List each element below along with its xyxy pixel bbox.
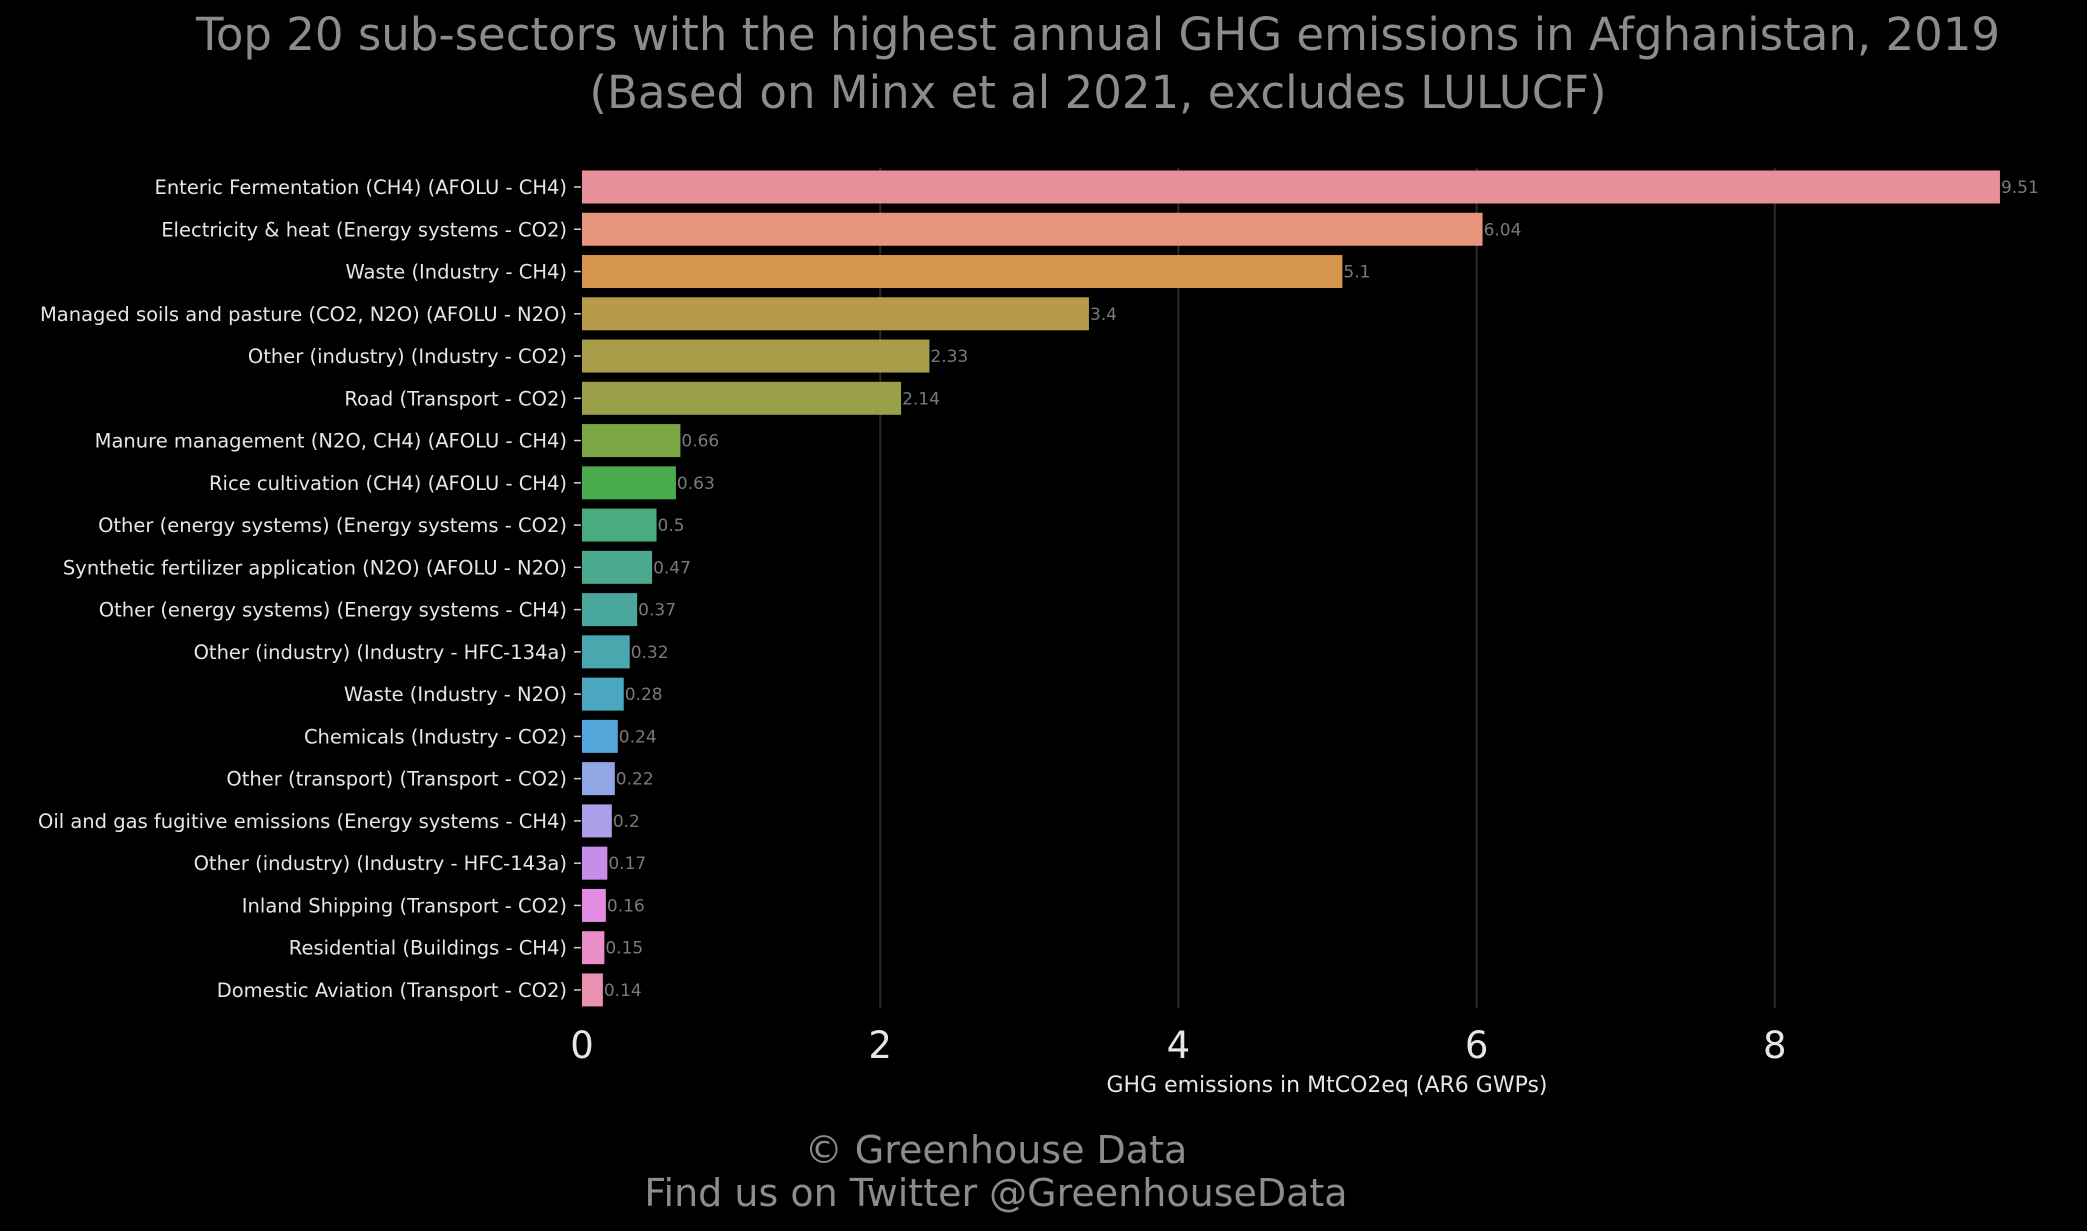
value-label-15: 0.22 (616, 770, 654, 790)
bar-5 (582, 339, 930, 373)
bar-4 (582, 297, 1089, 331)
bar-1 (582, 170, 2000, 204)
value-label-19: 0.15 (605, 939, 643, 959)
value-label-16: 0.2 (613, 812, 640, 832)
bar-16 (582, 804, 612, 838)
category-label-8: Rice cultivation (CH4) (AFOLU - CH4) (209, 472, 567, 495)
category-label-9: Other (energy systems) (Energy systems -… (98, 514, 567, 537)
x-tick-label-2: 2 (868, 1024, 892, 1067)
bar-13 (582, 677, 624, 711)
category-label-1: Enteric Fermentation (CH4) (AFOLU - CH4) (155, 176, 568, 199)
value-label-2: 6.04 (1484, 220, 1522, 240)
category-label-10: Synthetic fertilizer application (N2O) (… (63, 556, 567, 579)
category-label-19: Residential (Buildings - CH4) (289, 937, 567, 960)
gridlines (879, 168, 1776, 1008)
value-label-10: 0.47 (653, 558, 691, 578)
x-tick-label-0: 0 (570, 1024, 594, 1067)
value-labels: 9.51 6.04 5.1 3.4 2.33 2.14 0.66 0.63 0.5 0.47 0.3… (604, 178, 2039, 1001)
value-label-11: 0.37 (638, 601, 676, 621)
category-label-14: Chemicals (Industry - CO2) (304, 725, 567, 748)
x-tick-label-4: 4 (1167, 1024, 1191, 1067)
category-label-12: Other (industry) (Industry - HFC-134a) (194, 641, 567, 664)
bar-6 (582, 381, 902, 415)
value-label-13: 0.28 (625, 685, 663, 705)
category-label-5: Other (industry) (Industry - CO2) (248, 345, 567, 368)
bar-2 (582, 212, 1483, 246)
category-label-13: Waste (Industry - N2O) (344, 683, 567, 706)
bar-17 (582, 846, 608, 880)
x-axis-title: GHG emissions in MtCO2eq (AR6 GWPs) (1106, 1073, 1547, 1098)
category-label-11: Other (energy systems) (Energy systems -… (99, 599, 567, 622)
category-label-6: Road (Transport - CO2) (344, 387, 567, 410)
category-label-2: Electricity & heat (Energy systems - CO2… (161, 218, 567, 241)
category-label-3: Waste (Industry - CH4) (345, 261, 567, 284)
category-label-20: Domestic Aviation (Transport - CO2) (217, 979, 567, 1002)
value-label-6: 2.14 (902, 389, 940, 409)
value-label-3: 5.1 (1343, 263, 1370, 283)
value-label-9: 0.5 (658, 516, 685, 536)
bar-7 (582, 424, 681, 458)
footer-twitter: Find us on Twitter @GreenhouseData (644, 1171, 1347, 1215)
value-label-18: 0.16 (607, 896, 645, 916)
chart-title: Top 20 sub-sectors with the highest annu… (195, 8, 2000, 119)
value-label-17: 0.17 (608, 854, 646, 874)
category-labels: Enteric Fermentation (CH4) (AFOLU - CH4)… (38, 176, 581, 1002)
category-label-16: Oil and gas fugitive emissions (Energy s… (38, 810, 567, 833)
bar-19 (582, 931, 605, 965)
bar-15 (582, 762, 615, 796)
bar-11 (582, 593, 638, 627)
footer-copyright: © Greenhouse Data (805, 1128, 1188, 1172)
bar-12 (582, 635, 630, 669)
bar-8 (582, 466, 676, 500)
value-label-12: 0.32 (631, 643, 669, 663)
value-label-20: 0.14 (604, 981, 642, 1001)
bar-9 (582, 508, 657, 542)
bar-18 (582, 888, 606, 922)
value-label-5: 2.33 (930, 347, 968, 367)
category-label-18: Inland Shipping (Transport - CO2) (242, 894, 567, 917)
category-label-17: Other (industry) (Industry - HFC-143a) (194, 852, 567, 875)
x-tick-label-8: 8 (1763, 1024, 1787, 1067)
value-label-1: 9.51 (2001, 178, 2039, 198)
category-label-15: Other (transport) (Transport - CO2) (226, 768, 567, 791)
x-tick-label-6: 6 (1465, 1024, 1489, 1067)
value-label-4: 3.4 (1090, 305, 1117, 325)
value-label-14: 0.24 (619, 727, 657, 747)
category-label-7: Manure management (N2O, CH4) (AFOLU - CH… (95, 430, 567, 453)
x-axis-ticks: 0 2 4 6 8 (570, 1024, 1786, 1067)
bar-3 (582, 255, 1343, 289)
value-label-8: 0.63 (677, 474, 715, 494)
value-label-7: 0.66 (681, 432, 719, 452)
bar-10 (582, 550, 653, 584)
chart-title-line-2: (Based on Minx et al 2021, excludes LULU… (589, 66, 1606, 119)
bar-14 (582, 719, 618, 753)
category-label-4: Managed soils and pasture (CO2, N2O) (AF… (40, 303, 567, 326)
bars (582, 170, 2000, 1007)
chart-title-line-1: Top 20 sub-sectors with the highest annu… (195, 8, 2000, 61)
bar-20 (582, 973, 603, 1007)
